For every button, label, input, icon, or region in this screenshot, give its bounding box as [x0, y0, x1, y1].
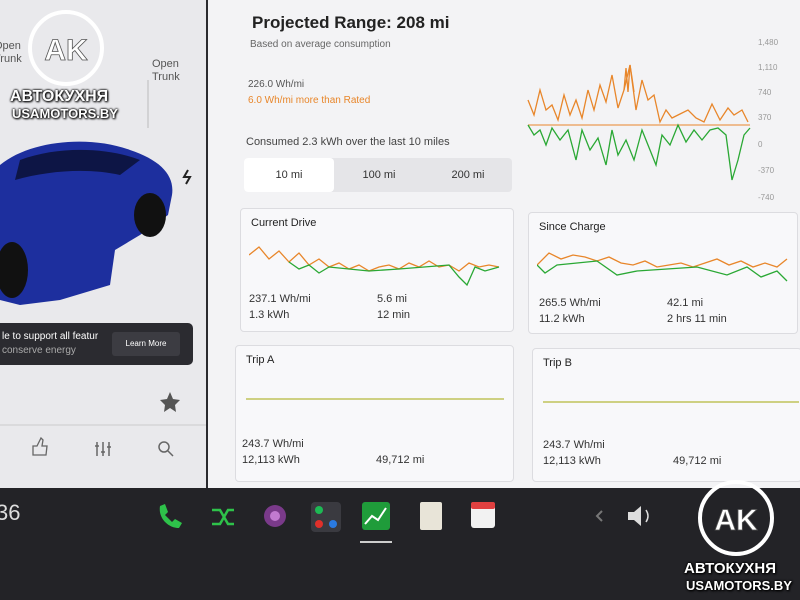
- energy-graph: [527, 64, 751, 181]
- notification: le to support all featur conserve energy…: [0, 323, 193, 365]
- calendar-header: [471, 502, 495, 509]
- camera-lens: [270, 511, 280, 521]
- notes-icon[interactable]: [420, 502, 442, 530]
- charge-line-orange: [537, 252, 788, 268]
- settings-icon[interactable]: [95, 442, 111, 456]
- axis-label: -370: [758, 166, 775, 175]
- regen-line-orange: [527, 64, 749, 124]
- current-drive-card[interactable]: Current Drive 237.1 Wh/mi 1.3 kWh 5.6 mi…: [240, 208, 514, 332]
- logo-ring: [698, 480, 774, 556]
- axis-label: 740: [758, 88, 772, 97]
- favorite-icon[interactable]: [160, 392, 180, 412]
- card-graph: [537, 252, 788, 282]
- efficiency: 265.5 Wh/mi: [539, 297, 601, 309]
- logo-text: AK: [44, 34, 88, 67]
- car-window: [15, 149, 140, 180]
- regen-line-green: [527, 123, 751, 181]
- range-tabs: 10 mi 100 mi 200 mi: [244, 158, 512, 192]
- search-icon[interactable]: [158, 441, 170, 453]
- energy: 12,113 kWh: [242, 454, 300, 466]
- trip-a-card[interactable]: Trip A 243.7 Wh/mi 12,113 kWh 49,712 mi: [235, 345, 514, 482]
- distance: 5.6 mi: [377, 293, 407, 305]
- tab[interactable]: 200 mi: [451, 169, 485, 181]
- taskbar: 36: [0, 488, 800, 600]
- drive-line-green: [288, 261, 500, 287]
- energy: 1.3 kWh: [249, 309, 290, 321]
- notification-text: le to support all featur: [2, 331, 99, 342]
- axis-label: 1,110: [758, 63, 778, 72]
- apps-icon[interactable]: [311, 502, 341, 532]
- car-graphics: [0, 80, 206, 457]
- volume-down[interactable]: [595, 510, 603, 522]
- wheel: [0, 242, 28, 298]
- card-title: Trip B: [543, 357, 572, 369]
- average-consumption: 226.0 Wh/mi: [248, 79, 305, 90]
- car-body: [0, 141, 173, 305]
- peak-line: [623, 64, 635, 93]
- duration: 2 hrs 11 min: [667, 313, 727, 325]
- phone-icon[interactable]: [159, 504, 182, 528]
- app-dot: [329, 520, 337, 528]
- card-title: Current Drive: [251, 217, 317, 229]
- tab[interactable]: 100 mi: [362, 169, 396, 181]
- duration: 12 min: [377, 309, 411, 321]
- card-title: Since Charge: [539, 221, 606, 233]
- efficiency: 237.1 Wh/mi: [249, 293, 311, 305]
- axis-label: 370: [758, 113, 772, 122]
- watermark-logo: AK: [28, 10, 104, 86]
- energy-app-icon[interactable]: [362, 502, 390, 530]
- watermark-brand: АВТОКУХНЯ: [10, 88, 109, 105]
- frunk-label[interactable]: Open Trunk: [0, 40, 22, 65]
- learn-more-button[interactable]: Learn More: [112, 332, 180, 356]
- energy: 12,113 kWh: [543, 455, 601, 467]
- card-graph: [543, 401, 799, 403]
- range-subtitle: Based on average consumption: [250, 39, 391, 50]
- drive-line-orange: [249, 246, 500, 272]
- charge-line-green: [537, 260, 788, 282]
- watermark-site: USAMOTORS.BY: [12, 106, 118, 121]
- trip-b-card[interactable]: Trip B 243.7 Wh/mi 12,113 kWh 49,712 mi: [532, 348, 800, 482]
- card-graph: [249, 246, 500, 287]
- since-charge-card[interactable]: Since Charge 265.5 Wh/mi 11.2 kWh 42.1 m…: [528, 212, 798, 334]
- app-dot: [315, 506, 323, 514]
- watermark-site: USAMOTORS.BY: [686, 578, 792, 593]
- efficiency: 243.7 Wh/mi: [543, 439, 605, 451]
- car-panel: Open Trunk Open Trunk le to support all …: [0, 0, 206, 488]
- volume-wave: [645, 509, 649, 523]
- search-icon-handle: [167, 450, 174, 457]
- notification-subtext: conserve energy: [2, 345, 76, 356]
- axis-label: -740: [758, 193, 775, 202]
- axis-label: 1,480: [758, 38, 779, 47]
- range-title: Projected Range: 208 mi: [252, 13, 450, 32]
- distance: 49,712 mi: [376, 454, 425, 466]
- distance: 49,712 mi: [673, 455, 722, 467]
- card-title: Trip A: [246, 354, 275, 366]
- wheel: [134, 193, 166, 237]
- like-icon[interactable]: [32, 436, 48, 456]
- speed: 36: [0, 500, 21, 525]
- distance: 42.1 mi: [667, 297, 704, 309]
- tab[interactable]: 10 mi: [244, 158, 334, 192]
- charge-icon: [182, 169, 192, 185]
- logo-ring: [28, 10, 104, 86]
- card-graph: [246, 398, 504, 400]
- watermark-logo: AK: [698, 480, 774, 556]
- watermark-brand: АВТОКУХНЯ: [684, 560, 777, 577]
- consumed-summary: Consumed 2.3 kWh over the last 10 miles: [246, 136, 450, 148]
- efficiency: 243.7 Wh/mi: [242, 438, 304, 450]
- trunk-label[interactable]: Open Trunk: [152, 58, 180, 83]
- energy: 11.2 kWh: [539, 313, 585, 325]
- volume-icon[interactable]: [628, 506, 641, 526]
- toybox-icon[interactable]: [212, 508, 234, 526]
- app-dot: [315, 520, 323, 528]
- taskbar-icons: [159, 502, 649, 543]
- logo-text: AK: [714, 504, 758, 537]
- energy-app-glyph: [364, 507, 387, 525]
- axis-label: 0: [758, 140, 763, 149]
- rated-delta: 6.0 Wh/mi more than Rated: [248, 95, 371, 106]
